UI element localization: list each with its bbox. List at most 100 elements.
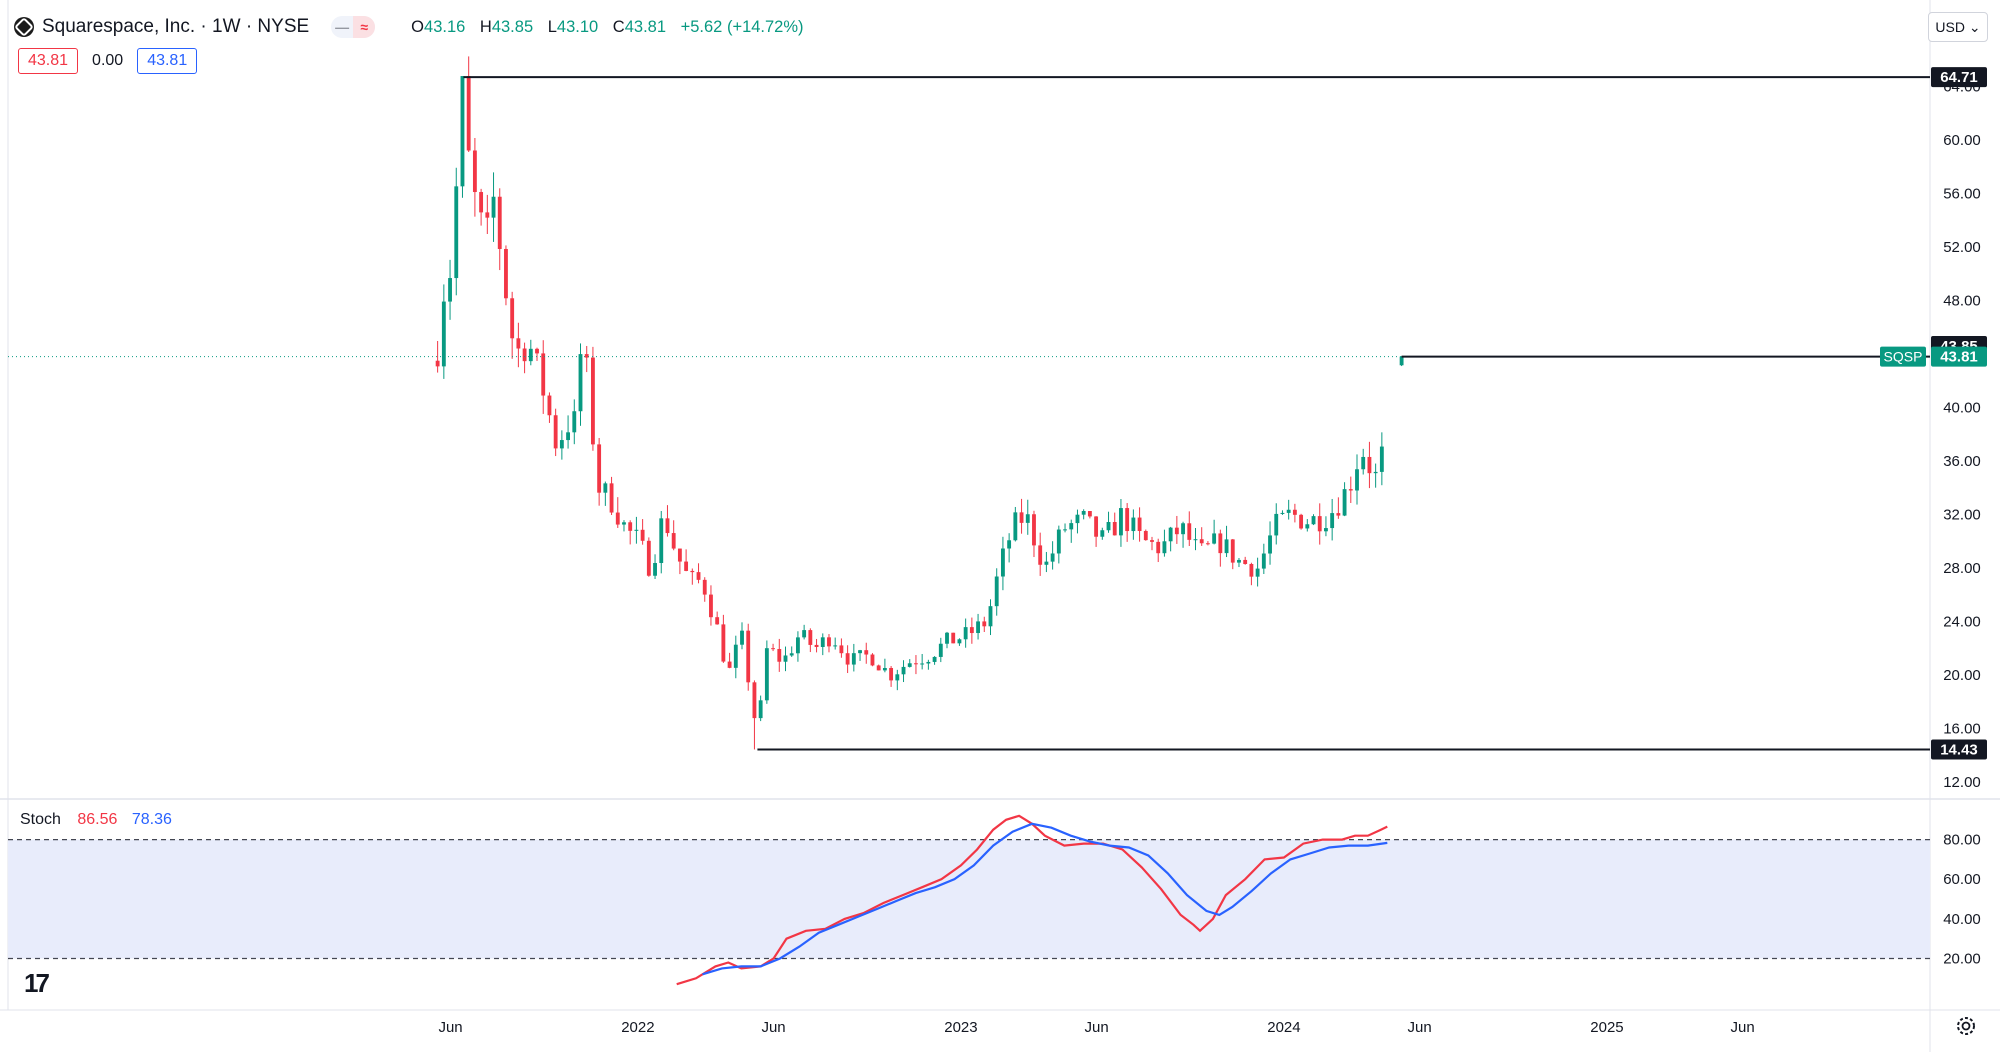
candle-body	[622, 522, 626, 525]
candle-body	[1330, 513, 1335, 529]
candle-body	[559, 440, 564, 449]
price-axis-tick: 12.00	[1943, 774, 1981, 791]
candle-body	[820, 637, 825, 647]
symbol-tag: SQSP	[1884, 349, 1923, 365]
candle-body	[553, 415, 558, 449]
candle-body	[497, 196, 502, 249]
candle-body	[889, 667, 894, 681]
stoch-axis-tick: 60.00	[1943, 871, 1981, 888]
time-axis-tick: Jun	[1731, 1019, 1755, 1036]
price-axis-tick: 28.00	[1943, 560, 1981, 577]
level-axis-label: 14.43	[1940, 741, 1978, 758]
candle-body	[1305, 524, 1310, 529]
stoch-name: Stoch	[20, 811, 61, 828]
candle-body	[1007, 540, 1012, 549]
candle-body	[1081, 511, 1086, 515]
candle-body	[1032, 514, 1036, 546]
stoch-k-value: 86.56	[77, 811, 118, 828]
candle-body	[1187, 523, 1192, 540]
time-axis-tick: Jun	[1408, 1019, 1432, 1036]
candle-body	[876, 665, 881, 671]
candle-body	[510, 298, 515, 339]
candle-body	[945, 632, 949, 644]
approx-icon: ≈	[353, 16, 376, 38]
symbol-title[interactable]: Squarespace, Inc. · 1W · NYSE	[42, 16, 310, 37]
price-axis-tick: 36.00	[1943, 453, 1981, 470]
candle-body	[870, 654, 875, 666]
candle-body	[1280, 512, 1285, 514]
candle-body	[1156, 541, 1161, 554]
stoch-legend[interactable]: Stoch 86.56 78.36	[20, 811, 172, 829]
time-axis-tick: Jun	[761, 1019, 785, 1036]
candle-body	[1025, 514, 1030, 523]
candle-body	[783, 655, 788, 662]
time-axis-tick: Jun	[438, 1019, 462, 1036]
candle-body	[566, 432, 571, 441]
candle-body	[1063, 529, 1067, 531]
candle-body	[572, 411, 577, 433]
low-value: 43.10	[556, 17, 599, 36]
candle-body	[479, 192, 484, 213]
time-axis-tick: 2023	[944, 1019, 977, 1036]
minus-icon: —	[335, 19, 350, 35]
sell-price-button[interactable]: 43.81	[18, 48, 79, 74]
candle-body	[1125, 508, 1130, 532]
candle-body	[802, 630, 807, 638]
candle-body	[733, 644, 738, 668]
stoch-axis-tick: 40.00	[1943, 911, 1981, 928]
candle-body	[466, 76, 471, 151]
candle-body	[926, 661, 931, 664]
market-status-pill[interactable]: — ≈	[331, 16, 376, 38]
candle-body	[1106, 521, 1111, 531]
candle-body	[634, 529, 639, 531]
candle-body	[1044, 561, 1049, 565]
candle-body	[590, 357, 595, 445]
candle-body	[727, 661, 732, 668]
level-axis-label: 64.71	[1940, 69, 1978, 86]
change-value: +5.62 (+14.72%)	[680, 17, 804, 36]
candle-body	[1212, 533, 1217, 544]
candle-body	[814, 644, 819, 647]
candle-body	[1050, 553, 1055, 562]
candle-body	[982, 621, 987, 627]
candle-body	[839, 645, 844, 654]
candle-body	[777, 648, 782, 662]
tradingview-logo-icon[interactable]: 17	[24, 968, 50, 998]
candle-body	[1119, 508, 1123, 536]
candle-body	[1399, 356, 1404, 366]
candle-body	[1056, 529, 1061, 554]
candle-body	[541, 353, 546, 396]
currency-button[interactable]: USD ⌄	[1928, 12, 1988, 42]
candle-body	[1205, 543, 1210, 545]
candle-body	[758, 700, 763, 719]
candle-body	[808, 630, 813, 645]
candle-body	[1224, 539, 1229, 554]
candle-body	[988, 606, 993, 627]
candle-body	[1000, 548, 1005, 577]
candle-body	[752, 682, 757, 719]
candle-body	[957, 639, 962, 644]
candle-body	[1311, 516, 1316, 525]
candle-body	[1100, 530, 1105, 537]
price-axis-tick: 40.00	[1943, 400, 1981, 417]
buy-price-button[interactable]: 43.81	[137, 48, 198, 74]
candle-body	[845, 653, 850, 665]
candle-body	[1143, 530, 1148, 541]
candle-body	[1094, 516, 1099, 537]
stoch-k-line	[676, 814, 1388, 986]
candle-body	[1373, 471, 1378, 474]
price-axis-tick: 48.00	[1943, 293, 1981, 310]
candle-body	[1348, 489, 1353, 491]
settings-gear-icon[interactable]	[1954, 1014, 1978, 1038]
time-axis-tick: Jun	[1085, 1019, 1109, 1036]
candle-body	[435, 360, 440, 367]
candle-body	[1299, 514, 1304, 529]
candle-body	[454, 186, 459, 279]
chart-header: Squarespace, Inc. · 1W · NYSE — ≈ O43.16…	[14, 14, 814, 40]
candle-body	[485, 212, 490, 218]
candle-body	[994, 576, 999, 607]
candle-body	[833, 645, 838, 647]
candle-body	[1324, 528, 1328, 532]
candle-body	[504, 248, 508, 299]
